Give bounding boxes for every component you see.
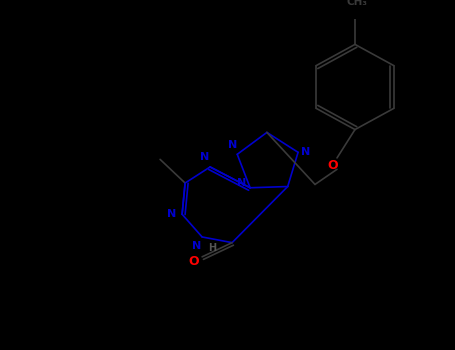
Text: O: O (189, 255, 199, 268)
Text: N: N (201, 153, 210, 162)
Text: N: N (302, 147, 311, 157)
Text: N: N (192, 241, 202, 251)
Text: O: O (328, 159, 339, 172)
Text: N: N (167, 209, 177, 219)
Text: N: N (238, 178, 247, 188)
Text: CH₃: CH₃ (347, 0, 368, 7)
Text: N: N (228, 140, 237, 150)
Text: H: H (208, 243, 216, 253)
